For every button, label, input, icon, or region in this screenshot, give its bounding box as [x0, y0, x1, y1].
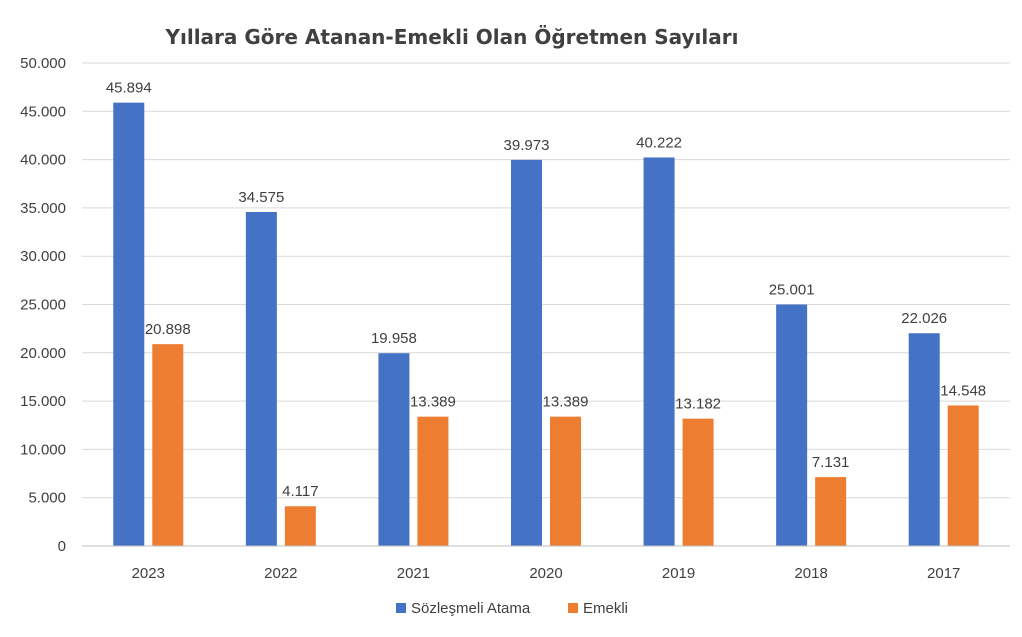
data-label: 25.001 [769, 281, 815, 298]
legend-label-sozlesmeli-atama: Sözleşmeli Atama [411, 600, 531, 617]
data-label: 19.958 [371, 330, 417, 347]
x-tick-label: 2023 [132, 565, 165, 582]
x-tick-label: 2019 [662, 565, 695, 582]
bar-emekli-2017 [947, 405, 979, 546]
bar-emekli-2020 [550, 416, 581, 546]
data-label: 7.131 [812, 454, 850, 471]
y-tick-label: 25.000 [20, 297, 66, 314]
data-label: 14.548 [940, 382, 986, 399]
y-tick-label: 5.000 [28, 490, 66, 507]
bar-sozlesmeli-atama-2020 [511, 159, 542, 546]
legend-label-emekli: Emekli [583, 600, 628, 617]
x-axis: 2023 2022 2021 2020 2019 2018 2017 [82, 545, 1010, 582]
x-tick-label: 2021 [397, 565, 430, 582]
bar-sozlesmeli-atama-2017 [908, 333, 940, 546]
data-label: 22.026 [901, 310, 947, 327]
bar-sozlesmeli-atama-2019 [643, 157, 675, 546]
bar-sozlesmeli-atama-2023 [113, 102, 145, 546]
y-tick-label: 35.000 [20, 200, 66, 217]
x-tick-label: 2018 [794, 565, 827, 582]
y-tick-label: 50.000 [20, 55, 66, 72]
legend-swatch-emekli [568, 603, 578, 613]
y-tick-label: 30.000 [20, 248, 66, 265]
y-tick-label: 45.000 [20, 103, 66, 120]
bar-emekli-2019 [682, 418, 714, 546]
bar-sozlesmeli-atama-2022 [245, 212, 277, 546]
bar-emekli-2023 [152, 344, 184, 546]
data-label: 13.389 [410, 394, 456, 411]
data-label: 13.389 [543, 394, 589, 411]
legend-swatch-sozlesmeli-atama [396, 603, 406, 613]
data-label: 39.973 [504, 137, 550, 154]
x-tick-label: 2017 [927, 565, 960, 582]
y-tick-label: 20.000 [20, 345, 66, 362]
data-labels: 45.894 20.898 34.575 4.117 19.958 13.389 39.97… [106, 80, 986, 501]
y-tick-label: 40.000 [20, 152, 66, 169]
y-tick-label: 15.000 [20, 393, 66, 410]
data-label: 40.222 [636, 134, 682, 151]
data-label: 13.182 [675, 396, 721, 413]
data-label: 4.117 [282, 483, 318, 500]
bar-sozlesmeli-atama-2021 [378, 353, 410, 546]
bar-emekli-2021 [417, 416, 449, 546]
y-tick-label: 0 [58, 538, 66, 555]
data-label: 20.898 [145, 321, 191, 338]
bar-emekli-2022 [284, 506, 316, 546]
bar-emekli-2018 [815, 477, 847, 546]
data-label: 34.575 [238, 189, 284, 206]
bars [113, 102, 979, 546]
y-tick-label: 10.000 [20, 441, 66, 458]
legend: Sözleşmeli Atama Emekli [396, 600, 628, 617]
bar-sozlesmeli-atama-2018 [776, 304, 808, 546]
x-tick-label: 2022 [264, 565, 297, 582]
x-tick-label: 2020 [529, 565, 562, 582]
chart-title: Yıllara Göre Atanan-Emekli Olan Öğretmen… [165, 25, 739, 49]
data-label: 45.894 [106, 80, 152, 97]
y-axis: 0 5.000 10.000 15.000 20.000 25.000 30.000 35.0… [20, 55, 66, 555]
gridlines [82, 62, 1010, 499]
